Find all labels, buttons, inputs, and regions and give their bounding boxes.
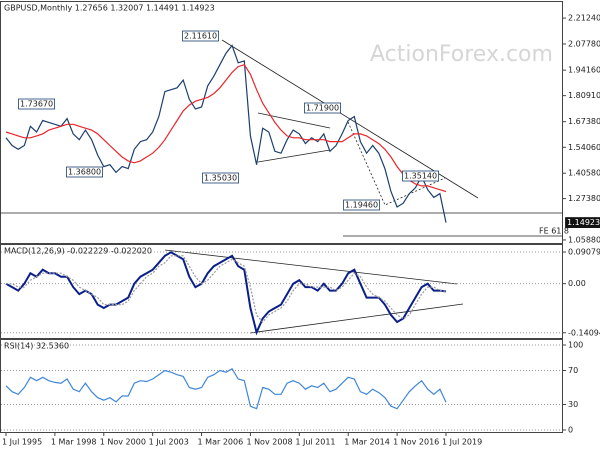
label-box: [402, 170, 439, 182]
label-box: [66, 166, 103, 178]
y-tick-label: 0.00: [568, 279, 586, 288]
y-tick-label: 70: [568, 366, 578, 375]
label-box: [343, 199, 380, 211]
price-title: GBPUSD,Monthly 1.27656 1.32007 1.14491 1…: [4, 4, 215, 13]
y-tick-label: 0: [568, 425, 573, 434]
x-tick-label: 1 Nov 2008: [246, 438, 292, 447]
y-tick-label: 1.05880: [568, 235, 600, 244]
y-tick-label: 30: [568, 400, 578, 409]
annotation: 1.36800: [68, 168, 101, 177]
annotation: 2.11610: [184, 32, 217, 41]
x-tick-label: 1 Jul 1995: [2, 438, 42, 447]
current-price: 1.14923: [567, 218, 600, 227]
y-tick-label: 100: [568, 341, 583, 350]
trend-line: [249, 303, 464, 334]
label-box: [18, 98, 55, 110]
label-box: [182, 30, 219, 42]
annotation: 1.35140: [404, 172, 437, 181]
annotation: FE 61.8: [539, 227, 569, 236]
y-tick-label: 2.07780: [568, 39, 600, 48]
x-tick-label: 1 Nov 2016: [393, 438, 439, 447]
y-tick-label: 0.090798: [568, 248, 600, 257]
rsi-title: RSI(14) 32.5360: [4, 342, 69, 351]
label-box: [565, 217, 600, 228]
series-line: [5, 44, 447, 223]
x-tick-label: 1 Jul 2003: [149, 438, 189, 447]
trend-line: [257, 149, 331, 163]
y-tick-label: 2.21240: [568, 14, 600, 23]
annotation: 1.19460: [345, 201, 378, 210]
y-tick-label: -0.14094: [568, 328, 600, 337]
series-line: [5, 251, 447, 336]
x-tick-label: 1 Mar 2006: [198, 438, 244, 447]
trend-line: [164, 249, 458, 285]
y-tick-label: 1.94160: [568, 66, 600, 75]
annotation: 1.71900: [306, 104, 339, 113]
watermark: ActionForex.com: [370, 42, 553, 67]
price-panel: [0, 1, 563, 244]
x-tick-label: 1 Mar 2014: [344, 438, 390, 447]
y-tick-label: 1.27380: [568, 194, 600, 203]
x-tick-label: 1 Jul 2019: [442, 438, 482, 447]
x-tick-label: 1 Jul 2011: [295, 438, 335, 447]
x-tick-label: 1 Mar 1998: [51, 438, 97, 447]
series-line: [5, 63, 447, 193]
y-tick-label: 1.40580: [568, 169, 600, 178]
series-line: [6, 255, 447, 323]
label-box: [304, 102, 341, 114]
annotation: 1.73670: [20, 100, 53, 109]
rsi-panel: [0, 339, 563, 433]
series-line: [5, 367, 447, 410]
y-tick-label: 1.80910: [568, 91, 600, 100]
annotation: 1.35030: [204, 174, 237, 183]
x-tick-label: 1 Nov 2000: [100, 438, 146, 447]
macd-title: MACD(12,26,9) -0.022229 -0.022020: [4, 247, 152, 256]
y-tick-label: 1.54060: [568, 143, 600, 152]
y-tick-label: 1.67380: [568, 117, 600, 126]
label-box: [202, 172, 239, 184]
macd-panel: [0, 244, 563, 339]
